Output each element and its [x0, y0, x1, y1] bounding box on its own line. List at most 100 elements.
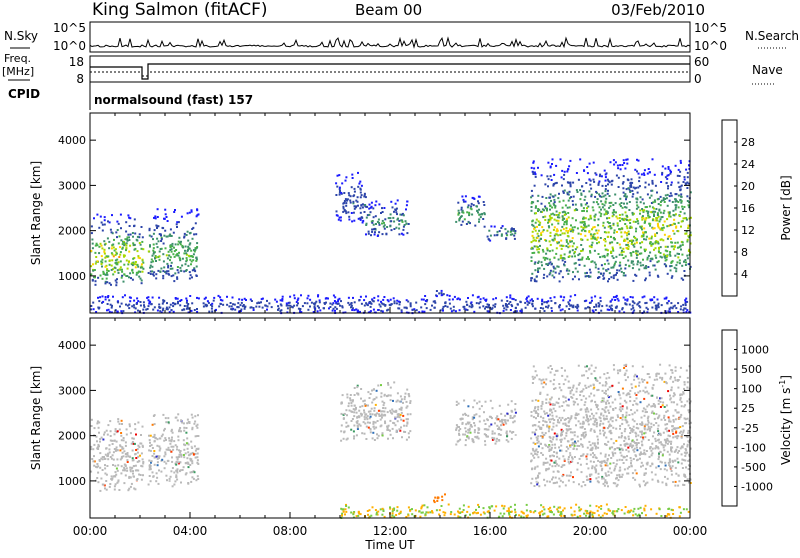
power-echo-cell [563, 178, 565, 180]
velocity-echo-cell [196, 427, 198, 429]
velocity-echo-cell [487, 436, 489, 438]
power-echo-cell [539, 245, 541, 247]
velocity-echo-cell [464, 434, 466, 436]
velocity-echo-cell [111, 478, 113, 480]
velocity-echo-cell [578, 445, 580, 447]
power-echo-cell [667, 185, 669, 187]
power-echo-cell [537, 268, 539, 270]
power-echo-cell [152, 250, 154, 252]
velocity-echo-cell [154, 440, 156, 442]
velocity-echo-cell [610, 395, 612, 397]
power-echo-cell [515, 299, 517, 301]
velocity-echo-cell [626, 455, 628, 457]
power-echo-cell [564, 214, 566, 216]
velocity-echo-cell [500, 434, 502, 436]
power-echo-cell [501, 300, 503, 302]
velocity-echo-cell [674, 377, 676, 379]
velocity-echo-cell [682, 467, 684, 469]
velocity-echo-cell [603, 398, 605, 400]
power-echo-cell [383, 207, 385, 209]
velocity-echo-cell [566, 475, 568, 477]
power-echo-cell [423, 311, 425, 313]
power-echo-cell [191, 211, 193, 213]
power-echo-cell [543, 274, 545, 276]
power-echo-cell [532, 240, 534, 242]
power-echo-cell [137, 250, 139, 252]
power-echo-cell [629, 304, 631, 306]
velocity-echo-cell [498, 434, 500, 436]
velocity-echo-cell [486, 418, 488, 420]
power-echo-cell [510, 231, 512, 233]
velocity-echo-cell [566, 428, 568, 430]
power-echo-cell [121, 303, 123, 305]
velocity-echo-cell [542, 454, 544, 456]
power-echo-cell [598, 241, 600, 243]
velocity-echo-cell [504, 415, 506, 417]
power-echo-cell [250, 306, 252, 308]
power-echo-cell [380, 310, 382, 312]
power-echo-cell [667, 187, 669, 189]
power-echo-cell [461, 196, 463, 198]
power-echo-cell [253, 307, 255, 309]
velocity-echo-cell [186, 437, 188, 439]
power-echo-cell [635, 187, 637, 189]
power-echo-cell [577, 227, 579, 229]
power-echo-cell [565, 245, 567, 247]
velocity-echo-cell [547, 415, 549, 417]
velocity-echo-cell [406, 401, 408, 403]
power-echo-cell [345, 176, 347, 178]
power-echo-cell [676, 193, 678, 195]
velocity-echo-cell [183, 422, 185, 424]
nsky-tick-top: 10^5 [53, 21, 86, 35]
power-echo-cell [603, 278, 605, 280]
velocity-echo-cell [558, 383, 560, 385]
power-echo-cell [593, 201, 595, 203]
power-echo-cell [345, 205, 347, 207]
power-echo-cell [630, 184, 632, 186]
power-echo-cell [152, 297, 154, 299]
velocity-echo-cell [591, 467, 593, 469]
velocity-echo-cell [590, 454, 592, 456]
power-echo-cell [616, 242, 618, 244]
velocity-echo-cell [474, 431, 476, 433]
velocity-echo-cell [356, 412, 358, 414]
power-echo-cell [688, 263, 690, 265]
power-echo-cell [423, 299, 425, 301]
power-echo-cell [352, 297, 354, 299]
power-echo-cell [501, 233, 503, 235]
power-echo-cell [616, 272, 618, 274]
power-echo-cell [156, 243, 158, 245]
power-echo-cell [396, 213, 398, 215]
power-echo-cell [558, 273, 560, 275]
velocity-echo-cell [605, 474, 607, 476]
power-echo-cell [494, 303, 496, 305]
power-echo-cell [613, 223, 615, 225]
power-echo-cell [554, 302, 556, 304]
velocity-echo-cell [180, 469, 182, 471]
power-echo-cell [535, 176, 537, 178]
power-echo-cell [150, 303, 152, 305]
velocity-echo-cell [478, 427, 480, 429]
power-echo-cell [158, 297, 160, 299]
velocity-echo-cell [585, 387, 587, 389]
power-echo-cell [538, 209, 540, 211]
velocity-echo-cell [535, 399, 537, 401]
power-echo-cell [630, 182, 632, 184]
power-echo-cell [478, 196, 480, 198]
power-echo-cell [639, 213, 641, 215]
power-echo-cell [556, 228, 558, 230]
velocity-echo-cell [657, 434, 659, 436]
power-echo-cell [511, 304, 513, 306]
velocity-echo-cell [406, 439, 408, 441]
power-echo-cell [148, 303, 150, 305]
velocity-echo-cell [568, 425, 570, 427]
velocity-echo-cell [162, 434, 164, 436]
power-echo-cell [564, 211, 566, 213]
power-echo-cell [653, 215, 655, 217]
power-echo-cell [544, 216, 546, 218]
velocity-echo-cell [122, 452, 124, 454]
power-echo-cell [557, 216, 559, 218]
power-echo-cell [649, 225, 651, 227]
velocity-echo-cell [556, 416, 558, 418]
power-echo-cell [406, 232, 408, 234]
